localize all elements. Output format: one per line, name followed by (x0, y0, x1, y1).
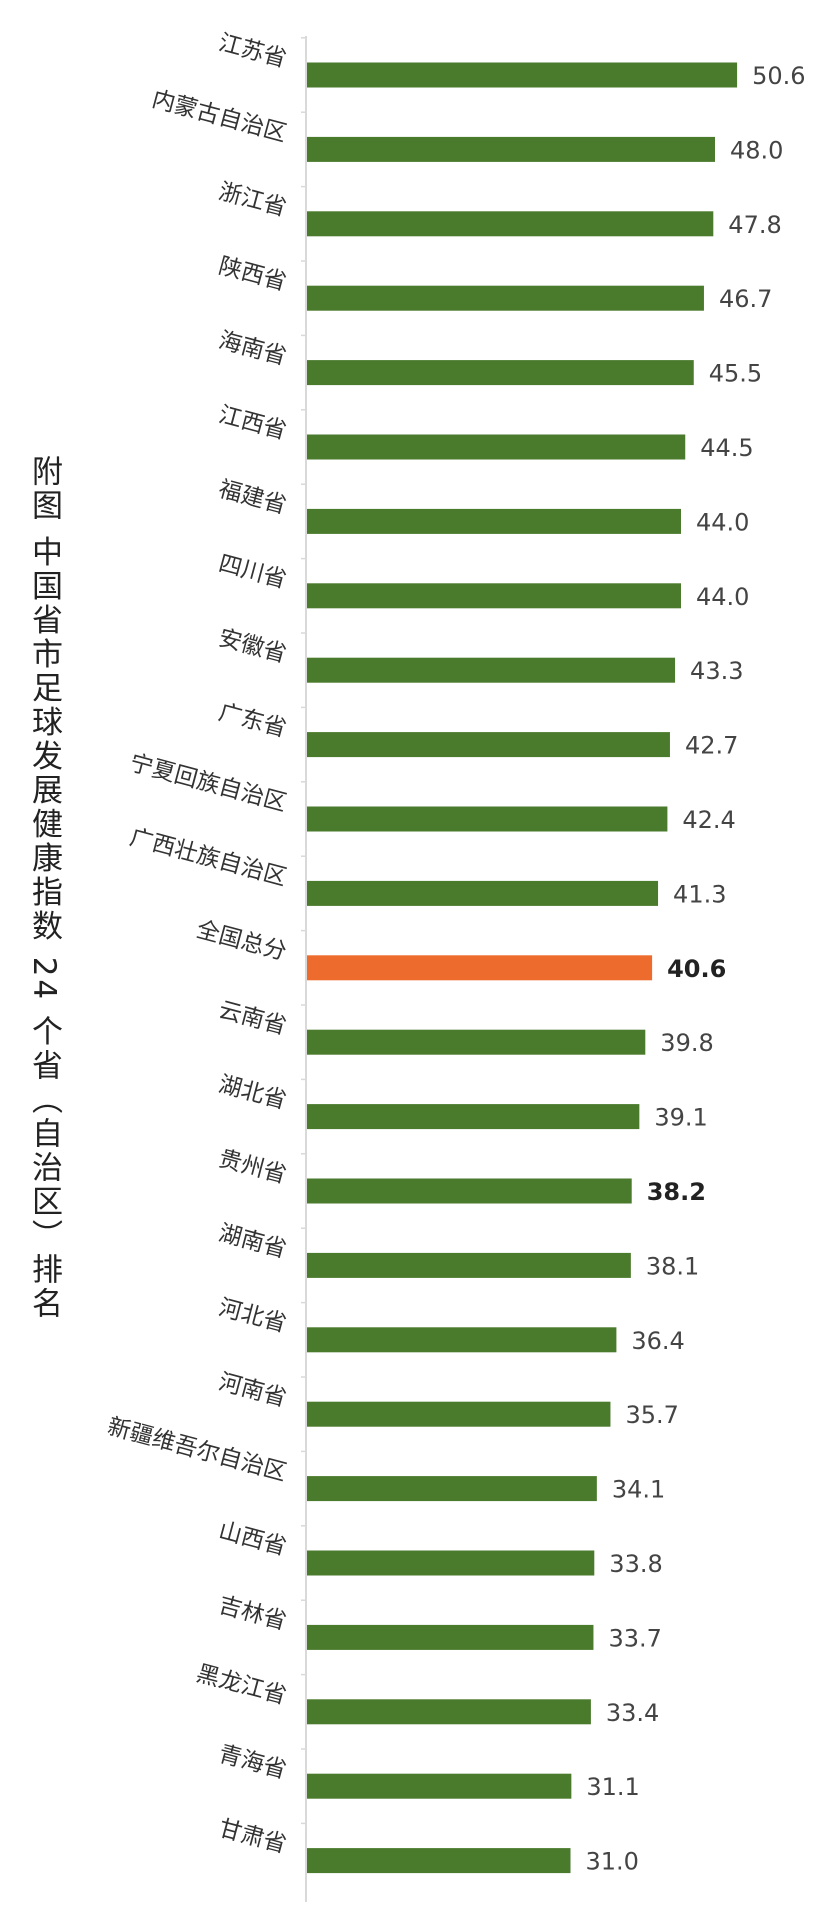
value-label: 34.1 (612, 1476, 665, 1504)
value-label: 44.5 (700, 434, 753, 462)
value-label: 38.2 (647, 1178, 706, 1206)
value-label: 45.5 (709, 360, 762, 388)
category-label: 湖南省 (216, 1220, 289, 1263)
chart-title-wrap: 附图 中国省市足球发展健康指数 24 个省（自治区）排名 (22, 455, 82, 1415)
category-label: 福建省 (216, 476, 289, 519)
category-label: 安徽省 (216, 625, 289, 668)
category-label: 湖北省 (216, 1071, 289, 1114)
category-label: 海南省 (216, 327, 289, 370)
category-label: 陕西省 (216, 253, 289, 296)
category-label: 江西省 (216, 402, 289, 445)
category-label: 贵州省 (216, 1146, 289, 1189)
bar (307, 1327, 617, 1353)
bar (307, 1550, 595, 1576)
bar (307, 1476, 597, 1502)
bar (307, 211, 714, 237)
category-label: 全国总分 (194, 917, 290, 966)
value-label: 44.0 (696, 583, 749, 611)
bar (307, 285, 704, 311)
category-label: 甘肃省 (216, 1815, 289, 1858)
value-label: 48.0 (730, 136, 783, 164)
bar (307, 1624, 594, 1650)
value-label: 41.3 (673, 880, 726, 908)
bar (307, 1029, 646, 1055)
bar (307, 1848, 571, 1874)
bar (307, 657, 676, 683)
category-label: 宁夏回族自治区 (127, 750, 289, 817)
bar (307, 880, 659, 906)
value-label: 46.7 (719, 285, 772, 313)
value-label: 31.0 (586, 1848, 639, 1876)
category-label: 内蒙古自治区 (149, 86, 289, 147)
bar (307, 508, 681, 534)
value-label: 43.3 (690, 657, 743, 685)
bar (307, 1773, 572, 1799)
bar (307, 62, 738, 88)
bar (307, 1104, 640, 1130)
category-label: 青海省 (216, 1741, 289, 1784)
value-label: 50.6 (752, 62, 805, 90)
category-label: 广东省 (216, 699, 289, 742)
category-label: 浙江省 (216, 179, 289, 222)
category-label: 黑龙江省 (194, 1661, 290, 1710)
category-label: 新疆维吾尔自治区 (105, 1414, 289, 1487)
category-label: 广西壮族自治区 (127, 824, 289, 891)
bar (307, 583, 681, 609)
value-label: 39.1 (654, 1104, 707, 1132)
value-label: 31.1 (586, 1773, 639, 1801)
category-label: 江苏省 (216, 30, 289, 73)
bar (307, 1252, 631, 1278)
value-label: 38.1 (646, 1252, 699, 1280)
value-label: 35.7 (625, 1401, 678, 1429)
value-label: 33.4 (606, 1699, 659, 1727)
category-label: 四川省 (216, 551, 289, 594)
bar (307, 1178, 632, 1204)
value-label: 39.8 (660, 1029, 713, 1057)
chart-title: 附图 中国省市足球发展健康指数 24 个省（自治区）排名 (26, 455, 62, 1322)
value-label: 33.7 (608, 1624, 661, 1652)
bar (307, 360, 694, 386)
bar (307, 1401, 611, 1427)
value-label: 33.8 (609, 1550, 662, 1578)
bar (307, 732, 670, 758)
bar (307, 806, 668, 832)
bar (307, 136, 715, 162)
bar-highlight (307, 955, 653, 981)
value-label: 36.4 (631, 1327, 684, 1355)
category-label: 山西省 (216, 1518, 289, 1561)
category-label: 河南省 (216, 1369, 289, 1412)
value-label: 40.6 (667, 955, 726, 983)
category-label: 河北省 (216, 1295, 289, 1338)
category-label: 吉林省 (216, 1592, 289, 1635)
value-label: 47.8 (728, 211, 781, 239)
value-label: 42.4 (682, 806, 735, 834)
value-label: 42.7 (685, 732, 738, 760)
category-label: 云南省 (216, 997, 289, 1040)
value-label: 44.0 (696, 508, 749, 536)
bar (307, 434, 686, 460)
bar (307, 1699, 591, 1725)
